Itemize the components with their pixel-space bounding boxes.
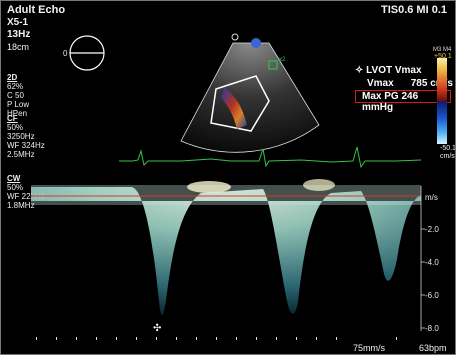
- settings-cw-line: 1.8MHz: [7, 201, 35, 210]
- vmax-value: 785 cm/s: [410, 78, 453, 89]
- color-scale-unit: cm/s: [440, 153, 455, 160]
- color-scale-top: +50.1: [434, 53, 452, 60]
- settings-2d-line: P Low: [7, 100, 30, 109]
- velocity-tick: -8.0: [425, 324, 439, 333]
- settings-cw-panel: CW 50% WF 225Hz 1.8MHz: [7, 174, 45, 210]
- caliper-icon: ✧: [355, 65, 364, 76]
- settings-cf-line: WF 324Hz: [7, 141, 45, 150]
- color-map-mode: M3 M4: [433, 47, 452, 53]
- max-pg-result: Max PG 246 mmHg: [355, 90, 451, 113]
- color-scale-bottom: -50.1 cm/s: [440, 145, 456, 161]
- color-scale-min: -50.1: [440, 145, 456, 152]
- measurement-title: ✧ LVOT Vmax: [355, 65, 422, 76]
- settings-cf-line: 50%: [7, 123, 24, 132]
- settings-2d-line: 62%: [7, 82, 24, 91]
- svg-text:0: 0: [63, 49, 68, 58]
- settings-cf-line: 2.5MHz: [7, 150, 35, 159]
- probe-name: X5-1: [7, 17, 29, 28]
- measurement-title-text: LVOT Vmax: [366, 65, 422, 76]
- color-scale-bar: [437, 58, 447, 144]
- orientation-icon: 0: [63, 35, 105, 71]
- doppler-spectrum: [31, 179, 421, 316]
- settings-2d-line: C 50: [7, 91, 24, 100]
- sweep-speed: 75mm/s: [353, 343, 386, 353]
- echo-sector-image: x2: [180, 33, 320, 153]
- tis-mi-readout: TIS0.6 MI 0.1: [380, 4, 447, 16]
- settings-cw-line: WF 225Hz: [7, 192, 45, 201]
- settings-cf-line: 3250Hz: [7, 132, 35, 141]
- velocity-tick: -6.0: [425, 291, 439, 300]
- time-scale-dots: [36, 337, 397, 340]
- settings-cw-line: 50%: [7, 183, 24, 192]
- settings-2d-line: HPen: [7, 109, 28, 118]
- heart-rate: 63bpm: [419, 343, 447, 353]
- velocity-tick: -2.0: [425, 225, 439, 234]
- velocity-axis: [420, 186, 425, 331]
- svg-text:x2: x2: [279, 57, 286, 63]
- velocity-unit: m/s: [425, 193, 438, 202]
- vmax-caliper-icon: ✣: [153, 323, 161, 334]
- velocity-tick: -4.0: [425, 258, 439, 267]
- settings-cw-title: CW: [7, 174, 21, 183]
- exam-title: Adult Echo: [7, 4, 66, 16]
- settings-2d-title: 2D: [7, 73, 18, 82]
- depth-readout: 18cm: [7, 42, 30, 52]
- vmax-label: Vmax: [367, 78, 394, 89]
- settings-2d-panel: 2D 62% C 50 P Low HPen: [7, 73, 29, 118]
- frame-rate: 13Hz: [7, 29, 31, 40]
- ecg-trace: [119, 146, 422, 169]
- settings-cf-title: CF: [7, 114, 18, 123]
- settings-cf-panel: CF 50% 3250Hz WF 324Hz 2.5MHz: [7, 114, 45, 159]
